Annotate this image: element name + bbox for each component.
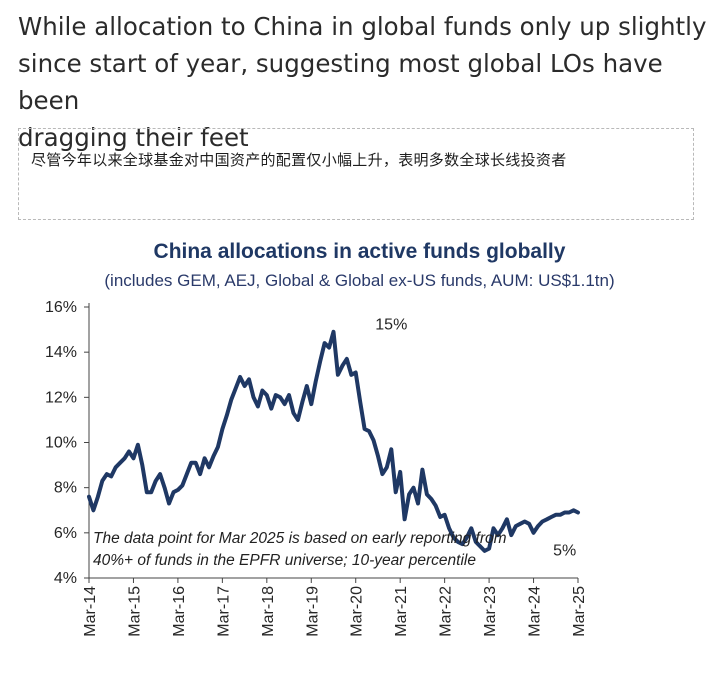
chart-marks: 15% 5% — [87, 317, 580, 559]
headline-line-1: While allocation to China in global fund… — [18, 12, 707, 41]
x-tick-label: Mar-20 — [349, 586, 366, 637]
y-tick-label: 12% — [45, 389, 77, 406]
x-tick-label: Mar-21 — [393, 586, 410, 637]
x-tick-label: Mar-24 — [527, 586, 544, 637]
headline: While allocation to China in global fund… — [18, 8, 708, 156]
chart-subtitle: (includes GEM, AEJ, Global & Global ex-U… — [104, 271, 615, 290]
y-tick-label: 4% — [54, 570, 77, 587]
y-tick-label: 16% — [45, 299, 77, 316]
y-tick-label: 10% — [45, 435, 77, 452]
chinese-subtitle-box: 尽管今年以来全球基金对中国资产的配置仅小幅上升，表明多数全球长线投资者 — [18, 128, 694, 220]
chart-annotation-line-1: The data point for Mar 2025 is based on … — [93, 530, 507, 547]
x-tick-label: Mar-23 — [482, 586, 499, 637]
x-tick-label: Mar-15 — [126, 586, 143, 637]
x-tick-label: Mar-18 — [260, 586, 277, 637]
y-tick-label: 8% — [54, 480, 77, 497]
x-tick-label: Mar-17 — [215, 586, 232, 637]
x-tick-label: Mar-25 — [571, 586, 588, 637]
chart-axes: 16% 14% 12% 10% 8% 6% 4% Mar-14 Mar-15 Mar-16 Mar-… — [45, 299, 588, 637]
y-tick-label: 14% — [45, 344, 77, 361]
x-tick-label: Mar-16 — [171, 586, 188, 637]
chart-annotation-line-2: 40%+ of funds in the EPFR universe; 10-y… — [93, 552, 476, 569]
x-tick-label: Mar-22 — [438, 586, 455, 637]
data-label: 15% — [375, 317, 407, 334]
x-tick-label: Mar-14 — [82, 586, 99, 637]
chart-title: China allocations in active funds global… — [153, 240, 566, 263]
data-label: 5% — [553, 542, 576, 559]
headline-line-2: since start of year, suggesting most glo… — [18, 49, 663, 115]
headline-line-3: dragging their feet — [18, 123, 249, 152]
y-tick-label: 6% — [54, 525, 77, 542]
x-tick-label: Mar-19 — [304, 586, 321, 637]
series-line — [87, 329, 580, 553]
chinese-subtitle: 尽管今年以来全球基金对中国资产的配置仅小幅上升，表明多数全球长线投资者 — [31, 151, 567, 169]
